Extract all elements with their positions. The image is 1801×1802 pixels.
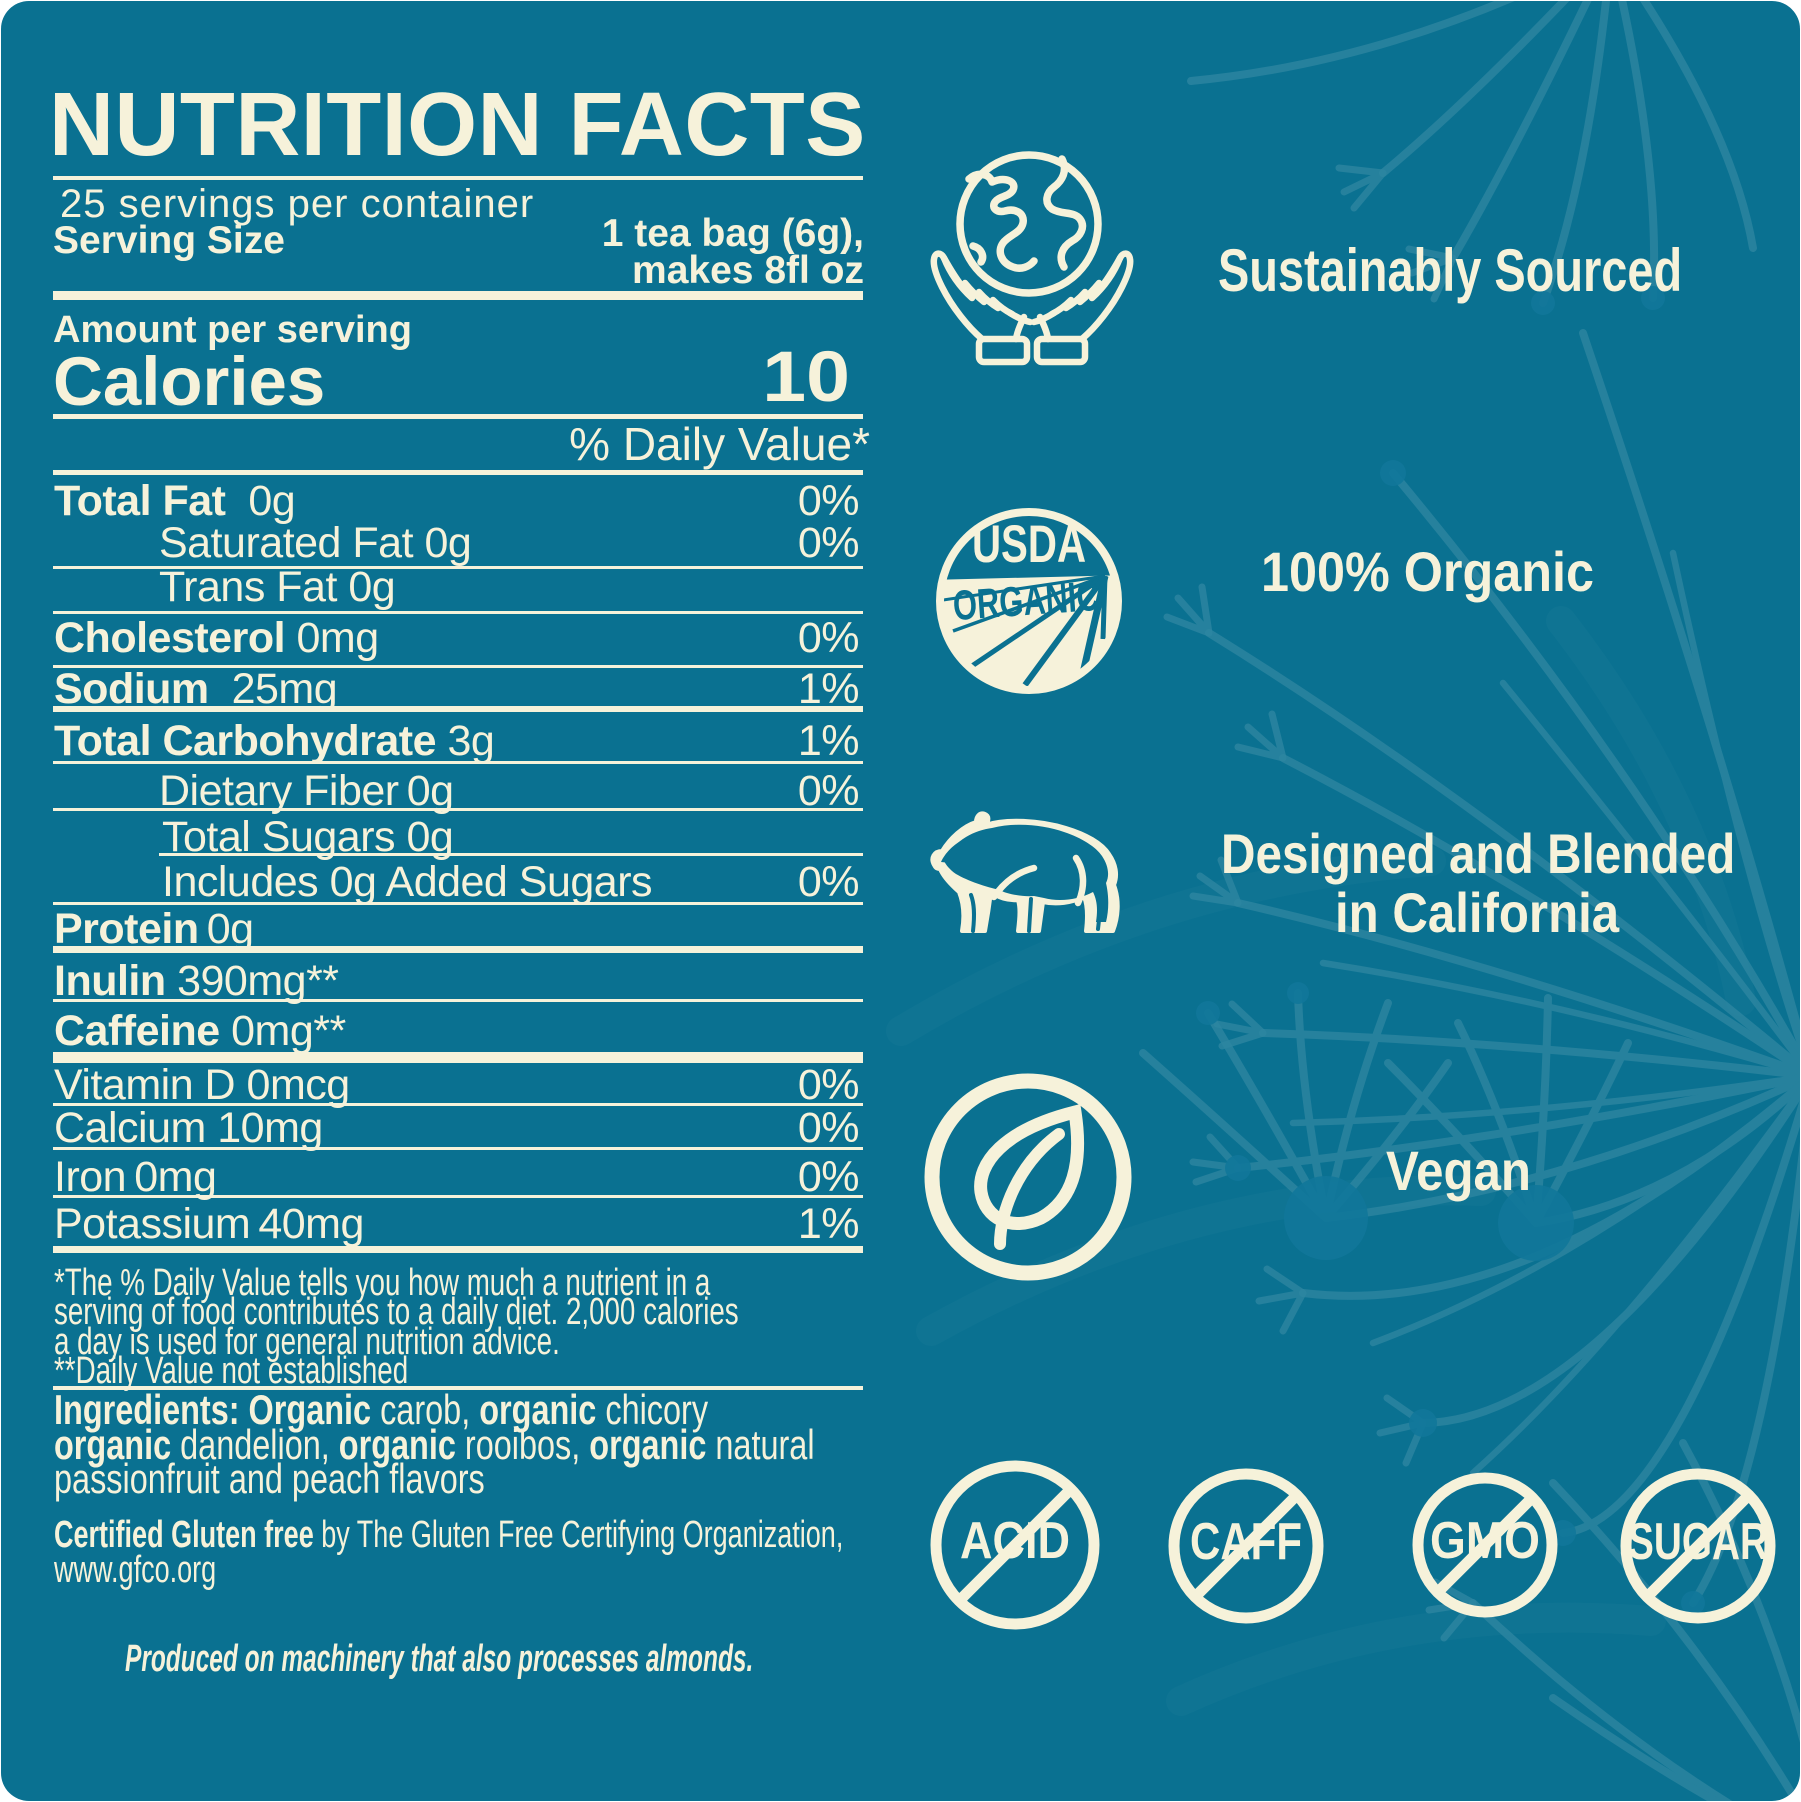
svg-text:USDA: USDA bbox=[972, 515, 1086, 574]
svg-text:ORGANIC: ORGANIC bbox=[951, 572, 1100, 629]
svg-text:CAFF: CAFF bbox=[1190, 1513, 1302, 1571]
svg-text:GMO: GMO bbox=[1430, 1512, 1540, 1570]
svg-text:ACID: ACID bbox=[960, 1512, 1070, 1570]
svg-text:SUGAR: SUGAR bbox=[1628, 1513, 1768, 1571]
